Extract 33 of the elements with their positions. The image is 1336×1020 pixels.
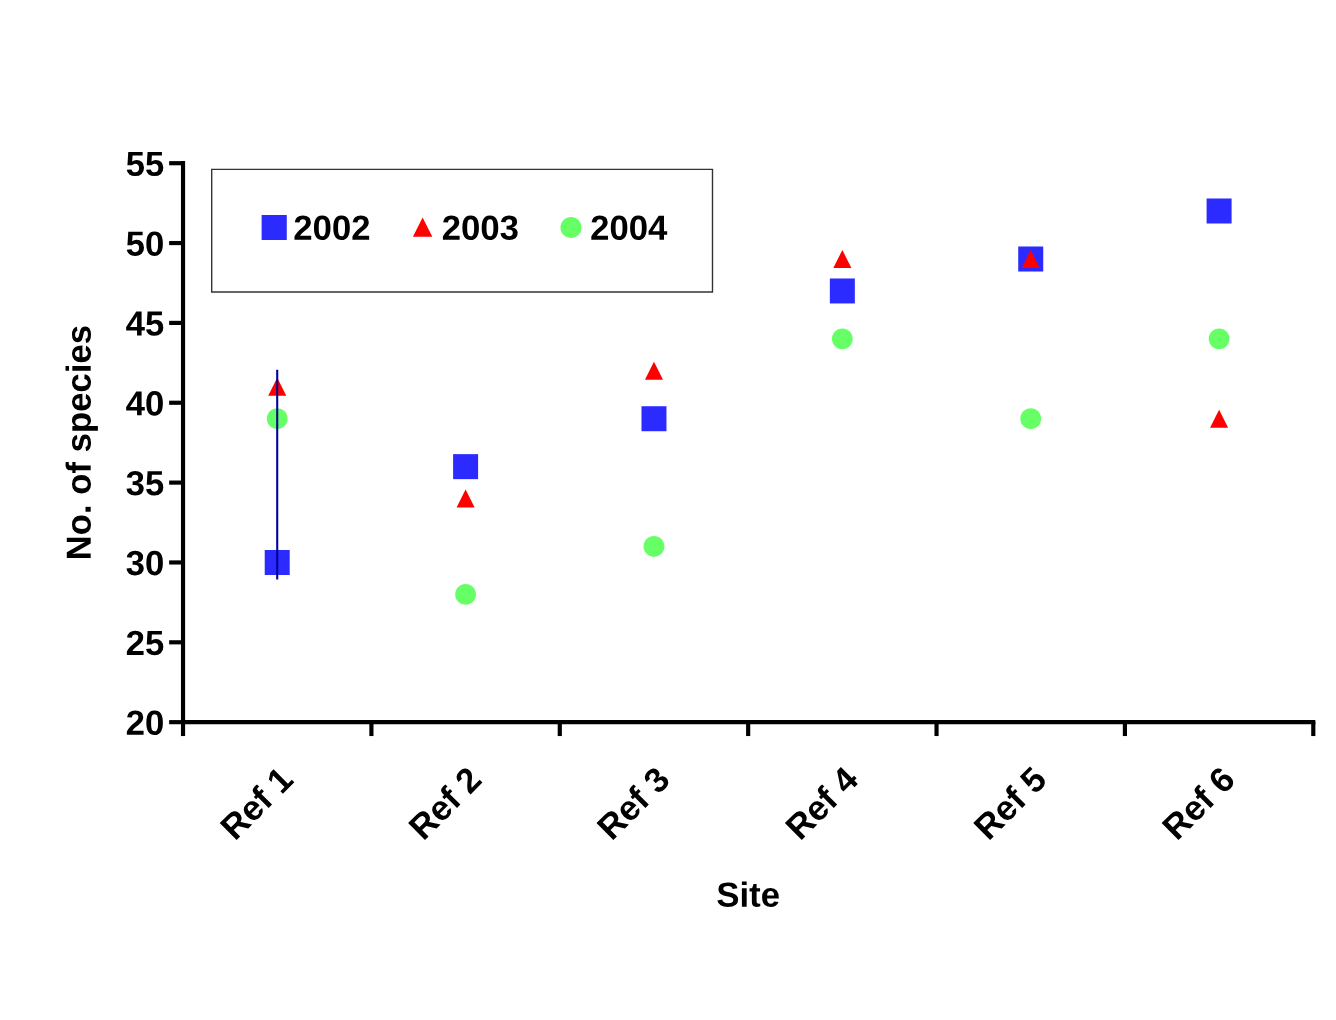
x-tick-label: Ref 1 — [218, 764, 295, 841]
x-tick-label: Ref 6 — [1160, 764, 1237, 841]
point — [456, 489, 475, 508]
point — [644, 361, 663, 380]
point — [453, 454, 479, 480]
x-tick-label: Ref 3 — [595, 764, 672, 841]
x-axis-title: Site — [717, 881, 779, 907]
y-axis-title: No. of species — [65, 326, 98, 559]
point — [643, 536, 665, 557]
y-tick-label: 55 — [126, 151, 164, 177]
point — [641, 406, 667, 432]
point — [833, 249, 852, 269]
y-tick-label: 20 — [126, 710, 163, 736]
point — [1210, 409, 1229, 428]
x-tick-label: Ref 4 — [783, 763, 861, 841]
y-tick-label: 25 — [126, 630, 164, 656]
point — [1208, 328, 1230, 350]
x-tick-label: Ref 5 — [972, 764, 1049, 841]
point — [455, 583, 477, 605]
point — [1206, 198, 1232, 224]
y-tick-label: 45 — [126, 311, 164, 336]
legend-label: 2002 — [294, 215, 370, 241]
y-tick-label: 40 — [126, 391, 163, 416]
y-tick-label: 35 — [126, 470, 164, 496]
x-tick-label: Ref 2 — [407, 764, 483, 841]
y-tick-label: 30 — [126, 550, 163, 576]
point — [829, 278, 855, 304]
y-tick-label: 50 — [126, 231, 163, 256]
legend-label: 2004 — [591, 215, 668, 241]
legend-label: 2003 — [442, 215, 518, 241]
point — [264, 549, 290, 575]
point — [1020, 408, 1042, 430]
point — [831, 328, 853, 350]
